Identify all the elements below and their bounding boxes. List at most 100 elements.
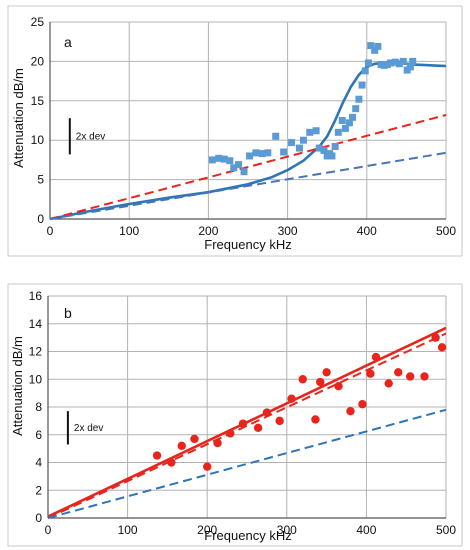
x-tick-label: 200 xyxy=(198,224,218,238)
data-point xyxy=(371,352,381,362)
scale-bar-label: 2x dev xyxy=(76,131,105,142)
panel-b-tick-labels: 0 100 200 300 400 500 0 2 4 6 8 10 12 14 16 xyxy=(29,289,457,537)
x-tick-label: 300 xyxy=(277,523,297,537)
y-tick-label: 20 xyxy=(31,54,45,68)
data-point xyxy=(405,372,415,381)
data-point xyxy=(367,42,375,50)
panel-a-border xyxy=(7,5,463,257)
data-point xyxy=(387,59,395,67)
dashed-line-2 xyxy=(47,332,447,519)
data-point xyxy=(312,127,320,135)
data-point xyxy=(431,333,440,342)
panel-a-scale-bar: 2x dev xyxy=(68,118,105,155)
data-point xyxy=(352,105,360,113)
data-point xyxy=(272,132,280,140)
x-tick-label: 100 xyxy=(118,523,138,537)
dashed-line-3 xyxy=(49,151,447,220)
data-point xyxy=(406,63,414,71)
y-tick-label: 8 xyxy=(35,400,42,414)
panel-b-x-axis-label: Frequency kHz xyxy=(204,528,291,543)
data-point xyxy=(287,394,296,403)
chart-panel-a: 0 100 200 300 400 500 0 5 10 15 20 25 2x dev a Freq… xyxy=(7,5,463,257)
y-tick-label: 12 xyxy=(29,345,43,359)
y-tick-label: 5 xyxy=(37,173,44,187)
panel-a-axes xyxy=(49,22,446,220)
data-point xyxy=(208,156,216,164)
y-tick-label: 25 xyxy=(31,15,45,29)
data-point xyxy=(338,117,346,124)
dashed-line-3 xyxy=(47,408,447,519)
y-tick-label: 14 xyxy=(29,317,43,331)
data-point xyxy=(311,415,320,424)
data-point xyxy=(346,406,355,416)
data-point xyxy=(234,161,242,169)
panel-a-y-axis-label: Attenuation dB/m xyxy=(11,68,26,168)
panel-b-label: b xyxy=(64,305,72,321)
panel-a-x-axis-label: Frequency kHz xyxy=(204,237,291,252)
data-point xyxy=(358,81,366,89)
data-point xyxy=(384,379,393,388)
dashed-line-2 xyxy=(49,114,447,220)
data-point xyxy=(177,441,186,451)
y-tick-label: 4 xyxy=(35,456,42,470)
data-point xyxy=(409,57,417,65)
data-point xyxy=(364,59,372,67)
data-point xyxy=(230,164,238,172)
x-tick-label: 0 xyxy=(47,224,54,238)
y-tick-label: 0 xyxy=(37,212,44,226)
y-tick-label: 0 xyxy=(35,511,42,525)
panel-b-axes xyxy=(47,296,446,519)
data-point xyxy=(213,438,222,448)
data-point xyxy=(399,57,407,65)
data-point xyxy=(322,368,331,377)
panel-b-scale-bar: 2x dev xyxy=(66,411,103,445)
x-tick-label: 0 xyxy=(45,523,52,537)
panel-b-points xyxy=(152,333,447,471)
data-point xyxy=(371,46,379,54)
data-point xyxy=(220,155,228,163)
panel-a-points xyxy=(208,42,417,176)
data-point xyxy=(226,157,234,165)
data-point xyxy=(288,139,296,147)
y-tick-label: 2 xyxy=(35,483,42,497)
data-point xyxy=(355,95,363,103)
data-point xyxy=(334,381,343,391)
data-point xyxy=(203,462,212,471)
x-tick-label: 100 xyxy=(119,224,139,238)
data-point xyxy=(253,423,263,433)
x-tick-label: 500 xyxy=(436,224,456,238)
data-point xyxy=(349,113,357,121)
data-point xyxy=(358,400,367,409)
panel-b-lines xyxy=(47,326,447,519)
data-point xyxy=(238,419,248,428)
data-point xyxy=(316,377,325,387)
data-point xyxy=(320,146,328,154)
data-point xyxy=(280,148,288,156)
data-point xyxy=(328,152,336,160)
data-point xyxy=(331,143,339,151)
data-point xyxy=(420,372,429,381)
data-point xyxy=(341,124,349,132)
data-point xyxy=(334,128,342,136)
data-point xyxy=(215,154,223,162)
chart-panel-b: 0 100 200 300 400 500 0 2 4 6 8 10 12 14 16 2x dev b F… xyxy=(7,283,463,547)
data-point xyxy=(258,150,266,158)
data-point xyxy=(366,369,375,378)
y-tick-label: 16 xyxy=(29,289,43,303)
panel-b-grid xyxy=(48,295,447,518)
data-point xyxy=(262,408,272,417)
panel-a-label: a xyxy=(64,34,72,50)
x-tick-label: 500 xyxy=(436,523,456,537)
data-point xyxy=(152,451,162,460)
data-point xyxy=(298,375,307,384)
data-point xyxy=(437,343,447,352)
data-point xyxy=(345,119,353,127)
data-point xyxy=(167,458,176,467)
data-point xyxy=(252,149,260,157)
data-point xyxy=(264,149,272,157)
x-tick-label: 300 xyxy=(278,224,298,238)
data-point xyxy=(226,429,235,438)
x-tick-label: 400 xyxy=(356,523,376,537)
x-tick-label: 400 xyxy=(357,224,377,238)
